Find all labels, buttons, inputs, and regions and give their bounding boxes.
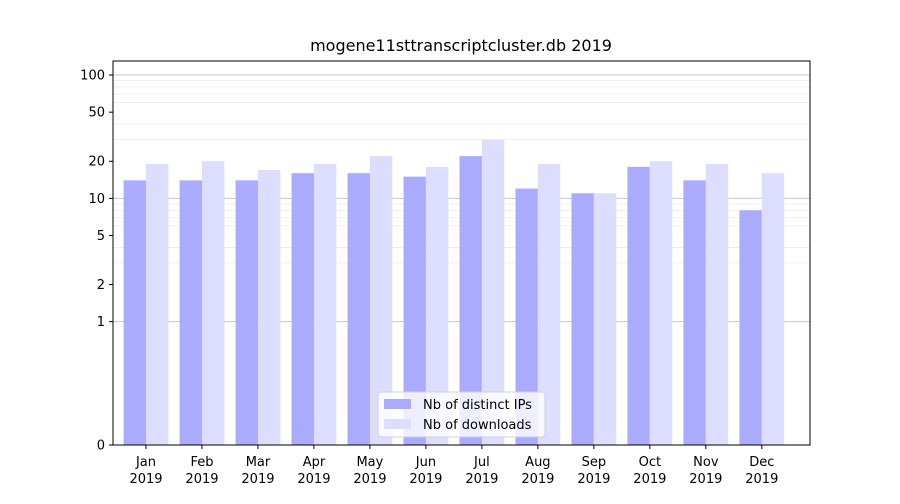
x-tick-label: 2019 — [577, 472, 610, 487]
bars — [123, 139, 785, 446]
x-tick-label: Dec — [749, 455, 774, 470]
x-tick-label: Feb — [190, 455, 213, 470]
x-tick-label: Aug — [525, 455, 550, 470]
y-tick-label: 50 — [88, 106, 105, 121]
bar — [683, 180, 706, 445]
bar — [313, 163, 337, 445]
bar — [515, 188, 538, 446]
bar — [459, 156, 482, 445]
legend-label: Nb of distinct IPs — [423, 398, 532, 413]
x-tick-label: Apr — [303, 455, 326, 470]
bar — [425, 166, 449, 445]
x-tick-label: 2019 — [129, 472, 162, 487]
x-tick-label: Jan — [135, 455, 156, 470]
bar — [145, 163, 169, 445]
y-tick-label: 5 — [97, 229, 105, 244]
x-tick-label: Jun — [415, 455, 436, 470]
bar — [593, 193, 617, 445]
y-tick-label: 10 — [88, 192, 105, 207]
x-tick-label: 2019 — [353, 472, 386, 487]
y-tick-label: 1 — [97, 315, 105, 330]
x-tick-label: Jul — [473, 455, 490, 470]
x-tick-label: May — [356, 455, 383, 470]
bar — [123, 180, 146, 445]
x-tick-label: Sep — [582, 455, 607, 470]
bar — [347, 173, 370, 446]
bar — [571, 193, 594, 445]
legend: Nb of distinct IPs Nb of downloads — [377, 391, 546, 438]
x-tick-label: Oct — [639, 455, 661, 470]
chart-title: mogene11sttranscriptcluster.db 2019 — [310, 36, 612, 55]
legend-label: Nb of downloads — [423, 418, 532, 433]
bar — [761, 173, 785, 446]
bar — [649, 161, 673, 445]
axes: Jan2019Feb2019Mar2019Apr2019May2019Jun20… — [80, 60, 811, 487]
bar — [201, 161, 225, 445]
bar — [257, 169, 281, 445]
x-tick-label: 2019 — [465, 472, 498, 487]
x-tick-label: 2019 — [409, 472, 442, 487]
bar — [369, 156, 393, 445]
y-tick-label: 2 — [97, 278, 105, 293]
y-tick-label: 0 — [97, 439, 105, 454]
bar — [627, 166, 650, 445]
bar — [481, 139, 505, 445]
bar — [739, 210, 762, 445]
x-tick-label: 2019 — [297, 472, 330, 487]
bar — [235, 180, 258, 445]
x-tick-label: 2019 — [745, 472, 778, 487]
x-tick-label: Nov — [693, 455, 719, 470]
bar — [179, 180, 202, 445]
x-tick-label: Mar — [246, 455, 271, 470]
x-tick-label: 2019 — [633, 472, 666, 487]
x-tick-label: 2019 — [241, 472, 274, 487]
bar — [705, 163, 729, 445]
x-tick-label: 2019 — [521, 472, 554, 487]
x-tick-label: 2019 — [689, 472, 722, 487]
bar — [537, 163, 561, 445]
y-tick-label: 100 — [80, 69, 105, 84]
x-tick-label: 2019 — [185, 472, 218, 487]
y-tick-label: 20 — [88, 155, 105, 170]
bar — [403, 176, 426, 445]
legend-swatch — [384, 419, 411, 429]
legend-swatch — [384, 399, 411, 409]
bar — [291, 173, 314, 446]
axes-frame — [112, 60, 811, 446]
legend-box — [377, 391, 546, 438]
